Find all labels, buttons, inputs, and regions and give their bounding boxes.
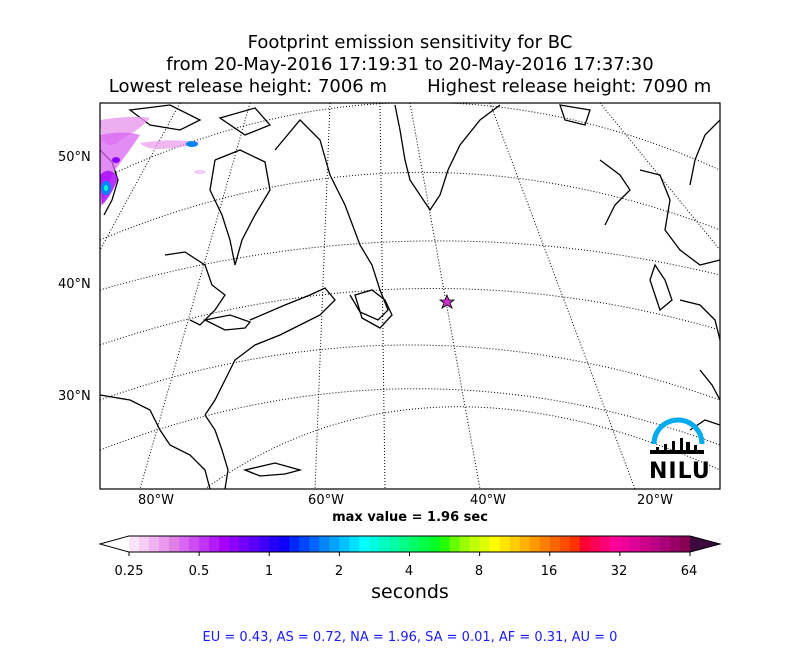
colorbar-segment (479, 536, 491, 552)
colorbar-segment (219, 536, 230, 552)
colorbar-segment (189, 536, 200, 552)
colorbar-tick-label: 0.25 (114, 564, 144, 579)
colorbar-segment (639, 536, 651, 552)
colorbar-segment (259, 536, 270, 552)
lon-label-40w: 40°W (470, 493, 506, 508)
colorbar-segment (529, 536, 541, 552)
colorbar-segment (559, 536, 571, 552)
colorbar-segment (669, 536, 681, 552)
map-frame (99, 102, 721, 490)
colorbar-segment (139, 536, 150, 552)
colorbar-segment (679, 536, 691, 552)
colorbar-segment (279, 536, 290, 552)
colorbar-segment (579, 536, 591, 552)
colorbar-segment (209, 536, 220, 552)
colorbar-segment (539, 536, 551, 552)
title-line-2: from 20-May-2016 17:19:31 to 20-May-2016… (166, 54, 654, 75)
colorbar (98, 535, 722, 556)
colorbar-tick-label: 4 (404, 564, 414, 579)
colorbar-segment (249, 536, 260, 552)
colorbar-segment (649, 536, 661, 552)
colorbar-segment (339, 536, 350, 552)
colorbar-segment (379, 536, 390, 552)
max-value-label: max value = 1.96 sec (332, 510, 488, 525)
colorbar-segment (269, 536, 280, 552)
colorbar-segment (159, 536, 170, 552)
colorbar-segment (599, 536, 611, 552)
colorbar-segment (459, 536, 471, 552)
colorbar-extend-low (100, 536, 129, 552)
title-line-3: Lowest release height: 7006 m Highest re… (108, 76, 712, 97)
colorbar-segment (469, 536, 481, 552)
lon-gridlines (100, 103, 720, 489)
colorbar-segment (509, 536, 521, 552)
nilu-logo-text: NILU (649, 459, 711, 484)
colorbar-segment (629, 536, 641, 552)
colorbar-tick-label: 8 (474, 564, 484, 579)
colorbar-segment (399, 536, 410, 552)
colorbar-segment (289, 536, 300, 552)
lat-gridlines (100, 103, 720, 489)
regional-summary: EU = 0.43, AS = 0.72, NA = 1.96, SA = 0.… (202, 630, 618, 645)
colorbar-segment (149, 536, 160, 552)
colorbar-segment (329, 536, 340, 552)
colorbar-segment (569, 536, 581, 552)
colorbar-segment (299, 536, 310, 552)
colorbar-tick-label: 16 (540, 564, 558, 579)
colorbar-segment (449, 536, 461, 552)
lat-label-40: 40°N (58, 277, 91, 292)
coastlines (100, 104, 720, 489)
colorbar-segment (429, 536, 441, 552)
lat-label-30: 30°N (58, 389, 91, 404)
colorbar-segment (659, 536, 671, 552)
emission-footprint (100, 116, 206, 210)
colorbar-segment (619, 536, 631, 552)
colorbar-segment (179, 536, 190, 552)
colorbar-segment (309, 536, 320, 552)
colorbar-segment (409, 536, 421, 552)
colorbar-segment (489, 536, 501, 552)
colorbar-segment (389, 536, 400, 552)
colorbar-segment (129, 536, 140, 552)
colorbar-tick-label: 32 (610, 564, 628, 579)
colorbar-segment (169, 536, 180, 552)
colorbar-tick-label: 0.5 (188, 564, 210, 579)
colorbar-segment (589, 536, 601, 552)
colorbar-segment (609, 536, 621, 552)
colorbar-segment (519, 536, 531, 552)
nilu-logo (650, 417, 705, 454)
title-line-1: Footprint emission sensitivity for BC (247, 32, 573, 53)
lon-label-80w: 80°W (138, 493, 174, 508)
colorbar-segment (419, 536, 431, 552)
colorbar-extend-high (690, 536, 720, 552)
lat-label-50: 50°N (58, 150, 91, 165)
colorbar-segment (549, 536, 561, 552)
lon-label-60w: 60°W (308, 493, 344, 508)
colorbar-tick-label: 1 (264, 564, 274, 579)
colorbar-segment (359, 536, 370, 552)
colorbar-segment (199, 536, 210, 552)
colorbar-tick-label: 64 (680, 564, 698, 579)
colorbar-segment (369, 536, 380, 552)
colorbar-units-label: seconds (371, 581, 449, 603)
map-content (100, 103, 720, 489)
lon-label-20w: 20°W (637, 493, 673, 508)
colorbar-tick-label: 2 (334, 564, 344, 579)
star-icon (438, 293, 456, 309)
colorbar-segment (349, 536, 360, 552)
colorbar-segment (439, 536, 451, 552)
colorbar-segment (239, 536, 250, 552)
colorbar-segment (499, 536, 511, 552)
colorbar-segment (229, 536, 240, 552)
colorbar-segment (319, 536, 330, 552)
